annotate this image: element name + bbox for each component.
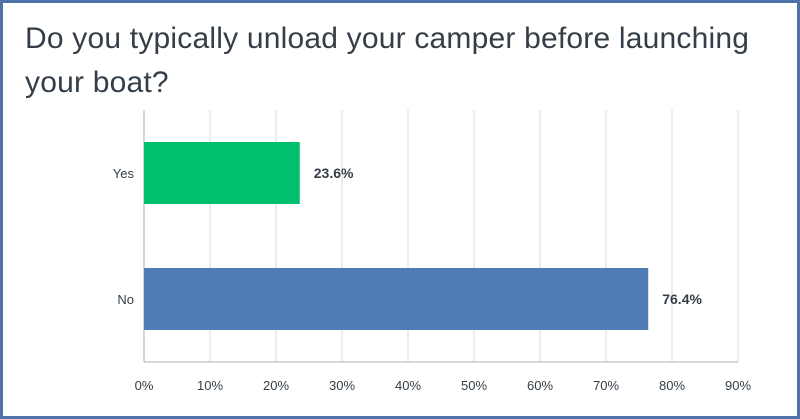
chart-title: Do you typically unload your camper befo… <box>25 22 750 99</box>
x-tick-label: 30% <box>329 378 355 393</box>
x-tick-label: 20% <box>263 378 289 393</box>
x-tick-label: 0% <box>135 378 154 393</box>
labels: 0% 10% 20% 30% 40% 50% 60% 70% 80% 90% Yes 23.6% No 7… <box>113 165 752 393</box>
data-label: 76.4% <box>662 291 702 307</box>
x-tick-label: 10% <box>197 378 223 393</box>
x-tick-label: 80% <box>659 378 685 393</box>
x-tick-label: 50% <box>461 378 487 393</box>
x-tick-label: 60% <box>527 378 553 393</box>
x-tick-label: 70% <box>593 378 619 393</box>
x-tick-label: 90% <box>725 378 751 393</box>
category-label: No <box>117 292 134 307</box>
bars <box>144 142 649 330</box>
bar-no <box>144 268 649 330</box>
category-label: Yes <box>113 166 135 181</box>
data-label: 23.6% <box>314 165 354 181</box>
bar-yes <box>144 142 300 204</box>
x-tick-label: 40% <box>395 378 421 393</box>
